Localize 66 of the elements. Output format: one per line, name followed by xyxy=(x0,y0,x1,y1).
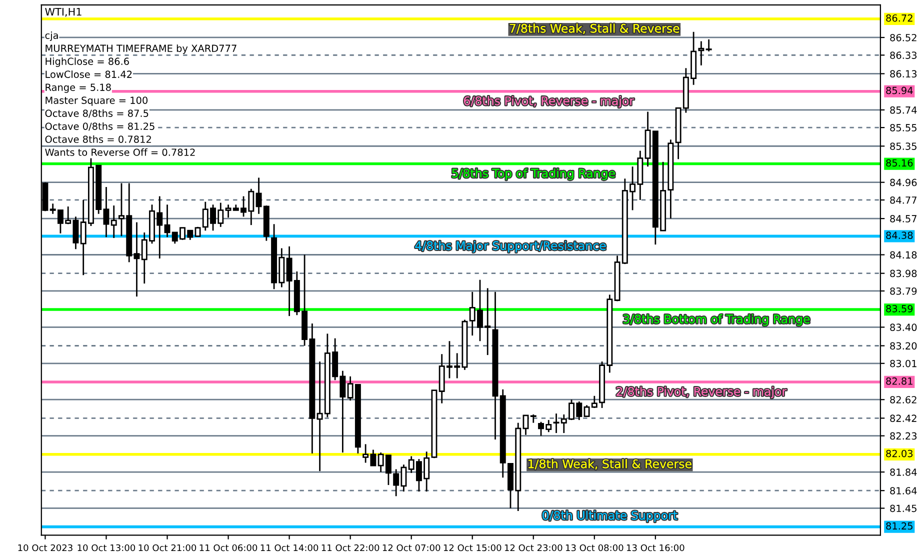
y-tick-label: 86.33 xyxy=(890,52,917,59)
text: 85.16 xyxy=(886,159,913,167)
ref-line-label: 0/8th Ultimate Support xyxy=(542,510,678,522)
y-tick-label: 84.77 xyxy=(890,196,916,204)
x-tick-label: 10 Oct 21:00 xyxy=(138,544,196,552)
ref-line-label: 3/8ths Bottom of Trading Range xyxy=(624,314,810,326)
y-tick-label: 85.74 xyxy=(890,106,917,114)
x-tick-label: 11 Oct 14:00 xyxy=(260,544,318,552)
candlestick xyxy=(553,412,560,434)
y-tick-label: 81.84 xyxy=(890,468,917,476)
annotation: LowClose = 81.42 xyxy=(46,70,132,78)
x-tick-label: 10 Oct 13:00 xyxy=(78,544,136,552)
x-tick-label: 12 Oct 07:00 xyxy=(382,544,440,552)
text: 81.25 xyxy=(886,522,912,530)
text: 82.81 xyxy=(886,377,912,385)
text: 84.38 xyxy=(886,232,913,240)
y-tick-label: 83.98 xyxy=(890,270,917,278)
x-tick-label: 13 Oct 16:00 xyxy=(626,544,684,552)
candlestick xyxy=(110,204,117,239)
annotation: HighClose = 86.6 xyxy=(46,57,129,67)
x-tick-label: 11 Oct 06:00 xyxy=(200,544,258,552)
annotation: Wants to Reverse Off = 0.7812 xyxy=(45,148,195,156)
annotation: Range = 5.18 xyxy=(46,84,111,93)
y-tick-label: 83.20 xyxy=(890,342,917,350)
annotation: Octave 0/8ths = 81.25 xyxy=(45,122,154,131)
y-tick-label: 84.18 xyxy=(890,251,917,259)
x-tick-label: 11 Oct 22:00 xyxy=(322,544,380,552)
annotation: MURREYMATH TIMEFRAME by XARD777 xyxy=(46,44,236,54)
candlestick xyxy=(103,186,110,238)
y-tick-label: 82.42 xyxy=(890,414,916,422)
y-tick-label: 86.13 xyxy=(890,70,917,78)
x-tick-label: 13 Oct 08:00 xyxy=(566,544,624,552)
y-tick-label: 84.57 xyxy=(890,215,916,222)
y-tick-label: 85.35 xyxy=(890,142,916,150)
chart-title: WTI,H1 xyxy=(45,8,82,17)
candlestick xyxy=(164,204,170,238)
y-tick-label: 81.45 xyxy=(890,504,916,512)
y-tick-label: 82.62 xyxy=(890,396,916,404)
y-tick-label: 83.40 xyxy=(890,324,917,332)
x-tick-label: 12 Oct 15:00 xyxy=(444,544,502,552)
ref-line-label: 2/8ths Pivot, Reverse - major xyxy=(616,386,787,398)
text: 85.94 xyxy=(886,86,913,94)
candlestick xyxy=(134,222,140,298)
x-tick-label: 12 Oct 23:00 xyxy=(504,544,562,552)
ref-line-label: 5/8ths Top of Trading Range xyxy=(452,168,615,180)
ref-line-label: 7/8ths Weak, Stall & Reverse xyxy=(510,24,680,34)
ref-line-label: 6/8ths Pivot, Reverse - major xyxy=(464,96,634,108)
y-tick-label: 85.55 xyxy=(890,124,916,132)
y-tick-label: 83.01 xyxy=(890,360,916,368)
text: 82.03 xyxy=(886,450,913,458)
annotation: Octave 8/8ths = 87.5 xyxy=(45,109,148,118)
text: 83.59 xyxy=(886,305,913,312)
annotation: Master Square = 100 xyxy=(46,96,148,106)
ref-line-label: 1/8th Weak, Stall & Reverse xyxy=(528,459,692,470)
candlestick xyxy=(706,38,712,52)
ref-line-label: 4/8ths Major Support/Resistance xyxy=(415,240,606,252)
text: 86.72 xyxy=(886,14,912,22)
y-tick-label: 81.64 xyxy=(890,487,917,494)
annotation: Octave 8ths = 0.7812 xyxy=(45,135,151,143)
y-tick-label: 83.79 xyxy=(890,287,917,295)
y-tick-label: 84.96 xyxy=(890,178,917,186)
y-tick-label: 82.23 xyxy=(890,432,917,440)
candlestick xyxy=(522,414,529,436)
annotation: cja xyxy=(45,31,58,41)
y-tick-label: 86.52 xyxy=(890,34,916,42)
x-tick-label: 10 Oct 2023 xyxy=(18,544,72,552)
